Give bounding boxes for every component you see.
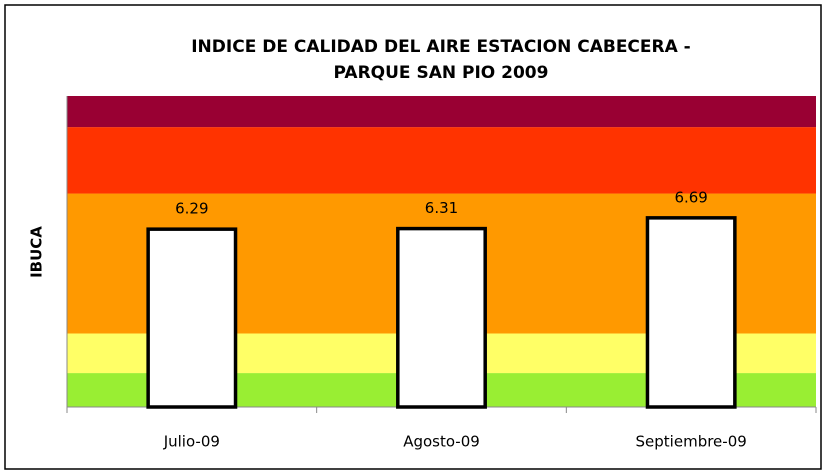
y-axis-label: IBUCA bbox=[28, 226, 46, 278]
bar bbox=[396, 226, 487, 409]
data-label: 6.31 bbox=[425, 199, 458, 217]
x-tick-label: Julio-09 bbox=[163, 433, 220, 451]
data-label: 6.29 bbox=[175, 200, 208, 218]
chart-title: INDICE DE CALIDAD DEL AIRE ESTACION CABE… bbox=[191, 37, 691, 57]
bar bbox=[645, 216, 737, 409]
chart-title: PARQUE SAN PIO 2009 bbox=[334, 63, 549, 83]
bar bbox=[146, 227, 238, 409]
x-tick-label: Septiembre-09 bbox=[636, 433, 747, 451]
background-band bbox=[67, 96, 816, 128]
data-label: 6.69 bbox=[674, 188, 707, 206]
x-tick-label: Agosto-09 bbox=[403, 433, 480, 451]
background-band bbox=[67, 127, 816, 194]
